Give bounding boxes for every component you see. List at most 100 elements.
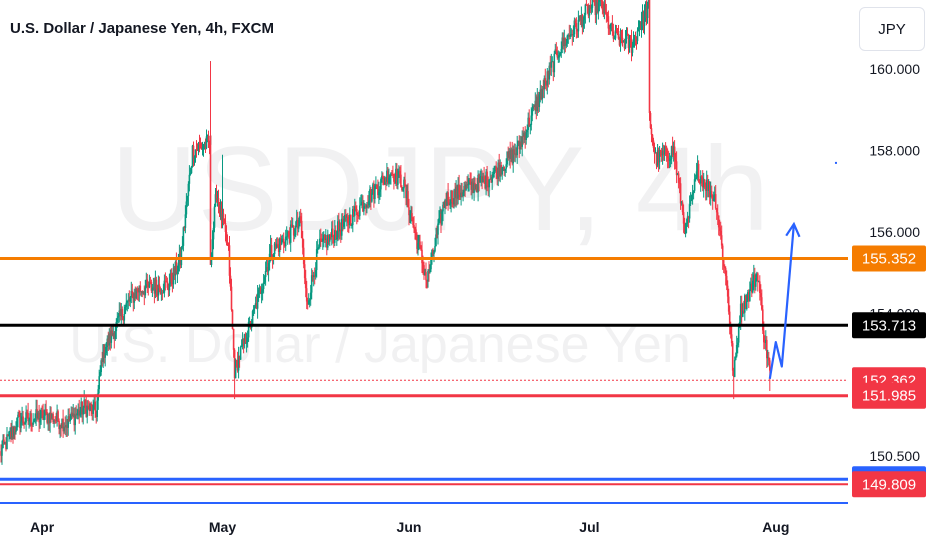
candle[interactable]: [258, 284, 261, 298]
candle[interactable]: [356, 205, 358, 225]
candle[interactable]: [184, 205, 187, 234]
candle[interactable]: [563, 29, 566, 54]
candle[interactable]: [319, 229, 321, 249]
candle[interactable]: [229, 267, 232, 291]
candle[interactable]: [475, 184, 477, 193]
candle[interactable]: [632, 31, 635, 48]
candle[interactable]: [697, 160, 700, 183]
candle[interactable]: [22, 410, 24, 426]
candle[interactable]: [418, 234, 420, 251]
candle[interactable]: [72, 404, 74, 418]
projection-path[interactable]: [768, 223, 795, 379]
candle[interactable]: [326, 235, 328, 256]
candle[interactable]: [589, 0, 592, 13]
candle[interactable]: [308, 298, 311, 308]
candle[interactable]: [192, 141, 195, 167]
candle[interactable]: [750, 277, 752, 292]
candle[interactable]: [158, 276, 161, 293]
candle[interactable]: [758, 280, 760, 283]
candle[interactable]: [226, 234, 229, 246]
candle[interactable]: [649, 111, 652, 129]
candle[interactable]: [278, 237, 281, 259]
candle[interactable]: [348, 215, 350, 234]
candle[interactable]: [187, 181, 190, 206]
candle[interactable]: [261, 283, 264, 301]
candle[interactable]: [360, 194, 362, 206]
candle[interactable]: [15, 421, 17, 435]
candle[interactable]: [678, 177, 681, 194]
candle[interactable]: [183, 225, 186, 232]
candle[interactable]: [241, 332, 244, 350]
candle[interactable]: [316, 239, 319, 254]
candle[interactable]: [306, 297, 309, 310]
candle[interactable]: [40, 407, 42, 425]
candle[interactable]: [289, 220, 292, 252]
candle[interactable]: [150, 279, 153, 293]
candle[interactable]: [386, 163, 388, 187]
candle[interactable]: [409, 210, 411, 223]
candle[interactable]: [346, 213, 348, 227]
candle[interactable]: [92, 399, 94, 421]
candle[interactable]: [650, 124, 653, 143]
candle[interactable]: [574, 18, 577, 28]
candle[interactable]: [95, 410, 97, 424]
candle[interactable]: [359, 197, 361, 220]
candle[interactable]: [665, 145, 668, 162]
candle[interactable]: [457, 177, 459, 205]
candle[interactable]: [202, 144, 205, 157]
candle[interactable]: [670, 145, 673, 165]
candle[interactable]: [676, 172, 679, 176]
candle[interactable]: [610, 22, 613, 32]
candle[interactable]: [545, 80, 548, 91]
candle[interactable]: [6, 427, 8, 450]
candle[interactable]: [375, 176, 377, 190]
candle[interactable]: [49, 406, 51, 433]
candle[interactable]: [567, 33, 570, 44]
candle[interactable]: [200, 142, 203, 150]
candle[interactable]: [66, 419, 68, 437]
candle[interactable]: [338, 212, 340, 241]
candle[interactable]: [694, 174, 697, 182]
candle[interactable]: [169, 269, 172, 287]
candle[interactable]: [747, 289, 749, 302]
candle[interactable]: [382, 172, 384, 186]
candle[interactable]: [479, 170, 481, 183]
candle[interactable]: [461, 182, 463, 198]
candle[interactable]: [466, 176, 468, 189]
candle[interactable]: [196, 143, 199, 151]
candle[interactable]: [270, 237, 273, 261]
candle[interactable]: [520, 136, 522, 150]
candle[interactable]: [247, 317, 250, 342]
candle[interactable]: [38, 404, 40, 432]
candle[interactable]: [347, 212, 349, 233]
candle[interactable]: [45, 400, 47, 416]
candle[interactable]: [135, 287, 138, 300]
candle[interactable]: [577, 10, 580, 38]
candle[interactable]: [526, 124, 528, 139]
candle[interactable]: [468, 178, 470, 192]
candle[interactable]: [609, 23, 612, 35]
candle[interactable]: [735, 335, 738, 358]
candle[interactable]: [449, 199, 451, 209]
candle[interactable]: [470, 172, 472, 196]
candle[interactable]: [165, 276, 168, 283]
candle[interactable]: [204, 138, 207, 154]
candle[interactable]: [318, 244, 320, 250]
candle[interactable]: [350, 214, 352, 226]
candle[interactable]: [114, 325, 117, 341]
candle[interactable]: [163, 274, 166, 298]
candle[interactable]: [220, 201, 223, 229]
candle[interactable]: [572, 25, 575, 42]
candle[interactable]: [216, 190, 219, 207]
candle[interactable]: [139, 281, 142, 296]
candle[interactable]: [339, 219, 341, 240]
candle[interactable]: [297, 217, 300, 233]
candle[interactable]: [613, 35, 616, 40]
candle[interactable]: [604, 0, 607, 15]
candle[interactable]: [387, 167, 389, 185]
candle[interactable]: [622, 40, 625, 43]
candle[interactable]: [371, 189, 373, 203]
candle[interactable]: [273, 241, 276, 259]
candle[interactable]: [671, 136, 674, 157]
candle[interactable]: [657, 147, 660, 172]
